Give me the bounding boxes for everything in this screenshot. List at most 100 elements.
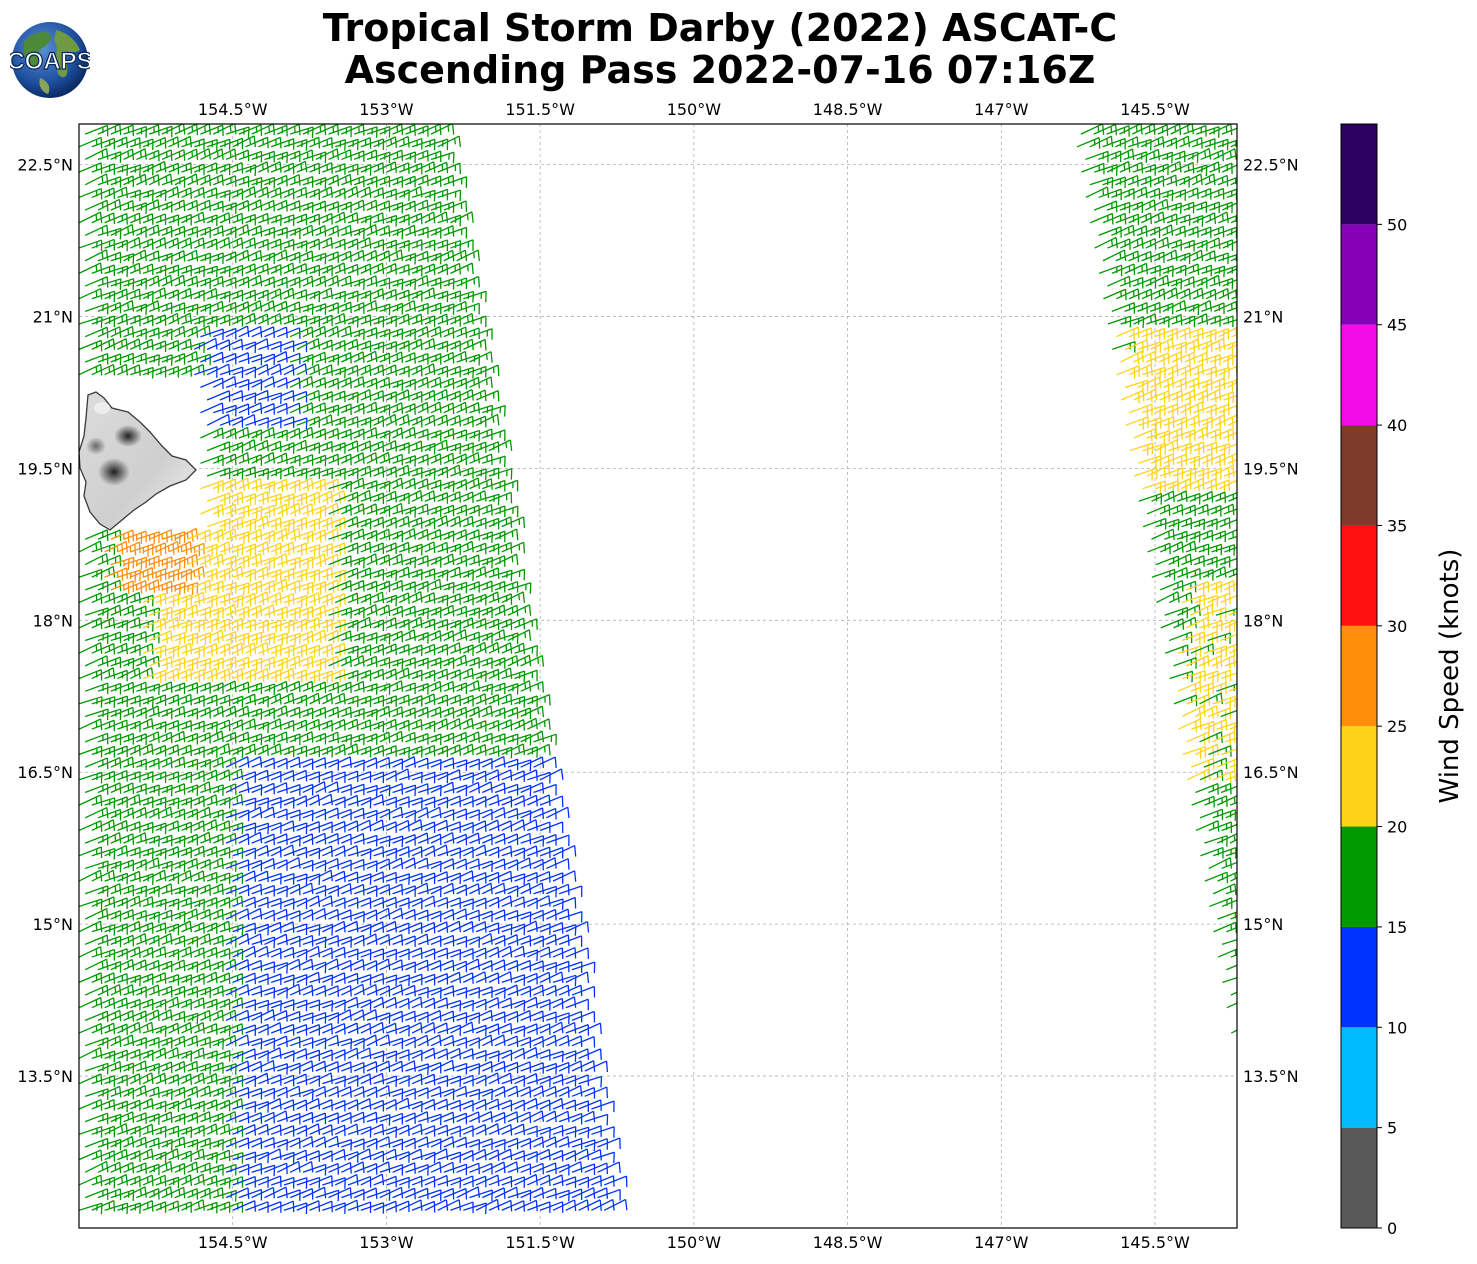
wind-barb — [174, 657, 199, 671]
wind-barb — [552, 1050, 577, 1062]
wind-barb — [168, 1073, 192, 1085]
wind-barb — [417, 326, 442, 338]
wind-barb — [501, 516, 526, 528]
wind-barb — [187, 353, 211, 366]
wind-barb — [117, 364, 141, 376]
wind-barb — [475, 819, 500, 832]
wind-barb — [430, 151, 455, 164]
wind-barb — [469, 606, 493, 619]
wind-barb — [334, 718, 359, 731]
wind-barb — [91, 896, 116, 908]
wind-barb — [206, 592, 231, 607]
wind-barb — [110, 1111, 135, 1123]
wind-barb — [129, 1174, 154, 1187]
wind-barb — [507, 1189, 532, 1202]
wind-barb — [392, 151, 417, 164]
wind-barb — [1213, 148, 1237, 161]
wind-barb — [91, 566, 116, 578]
wind-barb — [488, 491, 513, 504]
wind-barb — [539, 971, 564, 983]
wind-barb — [148, 556, 173, 570]
wind-barb — [225, 301, 250, 313]
wind-barb — [264, 402, 288, 415]
wind-barb — [450, 617, 474, 629]
wind-barb — [84, 199, 109, 212]
wind-barb — [1222, 354, 1237, 363]
wind-barb — [437, 442, 462, 455]
wind-barb — [200, 606, 224, 621]
wind-barb — [187, 252, 212, 265]
wind-barb — [379, 1010, 404, 1023]
wind-barb — [264, 908, 288, 921]
wind-barb — [411, 287, 436, 300]
wind-barb — [475, 1023, 500, 1035]
wind-barb — [161, 225, 186, 238]
wind-barb — [379, 907, 404, 920]
wind-barb — [161, 1035, 186, 1048]
wind-barb — [347, 465, 372, 478]
wind-barb — [392, 527, 416, 540]
wind-barb — [565, 998, 589, 1011]
wind-barb — [104, 669, 128, 682]
wind-barb — [533, 833, 557, 846]
lat-tick-label-right: 18°N — [1243, 611, 1283, 630]
wind-barb — [546, 1110, 570, 1123]
wind-barb — [481, 806, 506, 819]
wind-barb — [501, 1025, 526, 1037]
wind-barb — [417, 528, 442, 541]
wind-barb — [219, 467, 244, 480]
wind-barb — [84, 1160, 109, 1173]
wind-barb — [264, 151, 288, 164]
wind-barb — [315, 832, 340, 845]
wind-barb — [194, 568, 218, 582]
wind-barb — [155, 1200, 180, 1212]
wind-barb — [360, 341, 385, 354]
lat-tick-label-right: 19.5°N — [1243, 459, 1299, 478]
wind-barb — [155, 186, 180, 199]
wind-barb — [136, 199, 160, 211]
wind-barb — [79, 869, 103, 882]
wind-barb — [456, 1111, 480, 1123]
wind-barb — [1142, 366, 1166, 380]
wind-barb — [1222, 240, 1237, 249]
wind-barb — [501, 999, 526, 1012]
wind-barb — [212, 124, 237, 135]
wind-barb — [1203, 718, 1228, 733]
wind-barb — [437, 162, 461, 175]
wind-barb — [430, 530, 455, 543]
wind-barb — [168, 541, 193, 555]
wind-barb — [193, 819, 218, 832]
wind-barb — [386, 694, 410, 706]
wind-barb — [507, 857, 532, 870]
wind-barb — [469, 683, 494, 696]
wind-barb — [79, 997, 103, 1009]
wind-barb — [341, 477, 365, 490]
wind-barb — [366, 451, 391, 464]
wind-barb — [322, 999, 346, 1011]
wind-barb — [232, 1200, 257, 1212]
wind-barb — [315, 502, 340, 517]
wind-barb — [161, 556, 186, 570]
wind-barb — [1089, 135, 1114, 148]
wind-barb — [379, 402, 404, 414]
lon-tick-label-top: 151.5°W — [505, 100, 575, 119]
wind-barb — [373, 643, 397, 655]
wind-barb — [174, 527, 199, 542]
wind-barb — [1218, 404, 1237, 417]
wind-barb — [399, 1175, 423, 1188]
wind-barb — [264, 578, 288, 593]
wind-barb — [1222, 976, 1237, 984]
wind-barb — [353, 683, 378, 695]
wind-barb — [527, 1075, 551, 1088]
wind-barb — [289, 731, 314, 743]
wind-barb — [450, 338, 474, 351]
wind-barb — [1220, 633, 1237, 642]
wind-barb — [97, 983, 122, 996]
wind-barb — [1115, 136, 1139, 148]
colorbar-tick-label: 15 — [1387, 918, 1407, 937]
wind-barb — [104, 136, 128, 149]
wind-barb — [238, 506, 263, 520]
wind-barb — [405, 376, 429, 389]
wind-barb — [200, 1009, 224, 1022]
wind-barb — [456, 477, 480, 490]
